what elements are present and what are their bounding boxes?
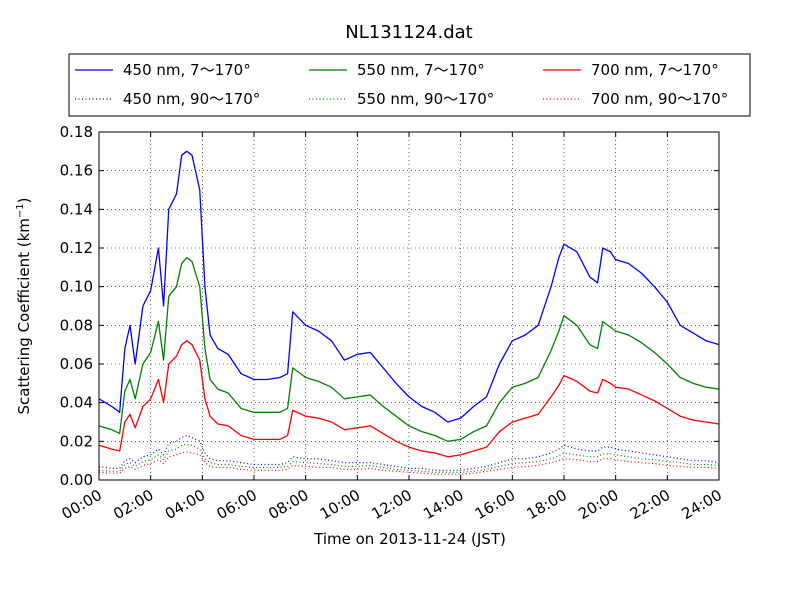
series-line-4 — [98, 434, 720, 471]
x-tick-label: 02:00 — [110, 486, 156, 523]
legend-label-1: 450 nm, 7～170° — [123, 61, 251, 79]
x-tick-label: 14:00 — [420, 486, 466, 523]
legend-label-4: 450 nm, 90～170° — [123, 90, 260, 108]
y-tick-label: 0.12 — [60, 239, 93, 257]
y-axis-label-tail: ) — [15, 197, 33, 203]
y-tick-label: 0.18 — [60, 123, 93, 141]
x-tick-label: 20:00 — [575, 486, 621, 523]
y-tick-label: 0.00 — [60, 471, 93, 489]
x-tick-label: 18:00 — [524, 486, 570, 523]
y-tick-label: 0.16 — [60, 162, 93, 180]
series-line-1 — [98, 150, 720, 423]
x-tick-label: 10:00 — [317, 486, 363, 523]
y-tick-label: 0.02 — [60, 432, 93, 450]
y-tick-label: 0.08 — [60, 316, 93, 334]
grid — [99, 132, 719, 480]
legend-label-6: 700 nm, 90～170° — [591, 90, 728, 108]
y-axis-label-superscript: −1 — [15, 203, 26, 218]
series-line-3 — [98, 340, 720, 458]
y-tick-label: 0.14 — [60, 200, 93, 218]
x-tick-label: 08:00 — [265, 486, 311, 523]
legend-frame — [68, 53, 751, 117]
x-tick-label: 00:00 — [59, 486, 105, 523]
legend-label-3: 700 nm, 7～170° — [591, 61, 719, 79]
series-line-2 — [98, 257, 720, 442]
x-tick-label: 24:00 — [679, 486, 725, 523]
y-tick-label: 0.06 — [60, 355, 93, 373]
series-layer — [98, 150, 720, 475]
y-axis-label: Scattering Coefficient (km−1) — [15, 197, 33, 414]
y-tick-label: 0.04 — [60, 394, 93, 412]
x-tick-label: 22:00 — [627, 486, 673, 523]
legend-label-2: 550 nm, 7～170° — [357, 61, 485, 79]
x-tick-label: 12:00 — [369, 486, 415, 523]
chart-title: NL131124.dat — [345, 22, 472, 43]
x-tick-label: 06:00 — [214, 486, 260, 523]
legend: 450 nm, 7～170° 550 nm, 7～170° 700 nm, 7～17… — [68, 53, 751, 117]
x-tick-label: 16:00 — [472, 486, 518, 523]
y-tick-label: 0.10 — [60, 278, 93, 296]
legend-label-5: 550 nm, 90～170° — [357, 90, 494, 108]
y-axis-label-main: Scattering Coefficient (km — [15, 218, 33, 414]
x-axis-label: Time on 2013-11-24 (JST) — [313, 530, 506, 548]
series-line-6 — [98, 451, 720, 475]
x-tick-label: 04:00 — [162, 486, 208, 523]
